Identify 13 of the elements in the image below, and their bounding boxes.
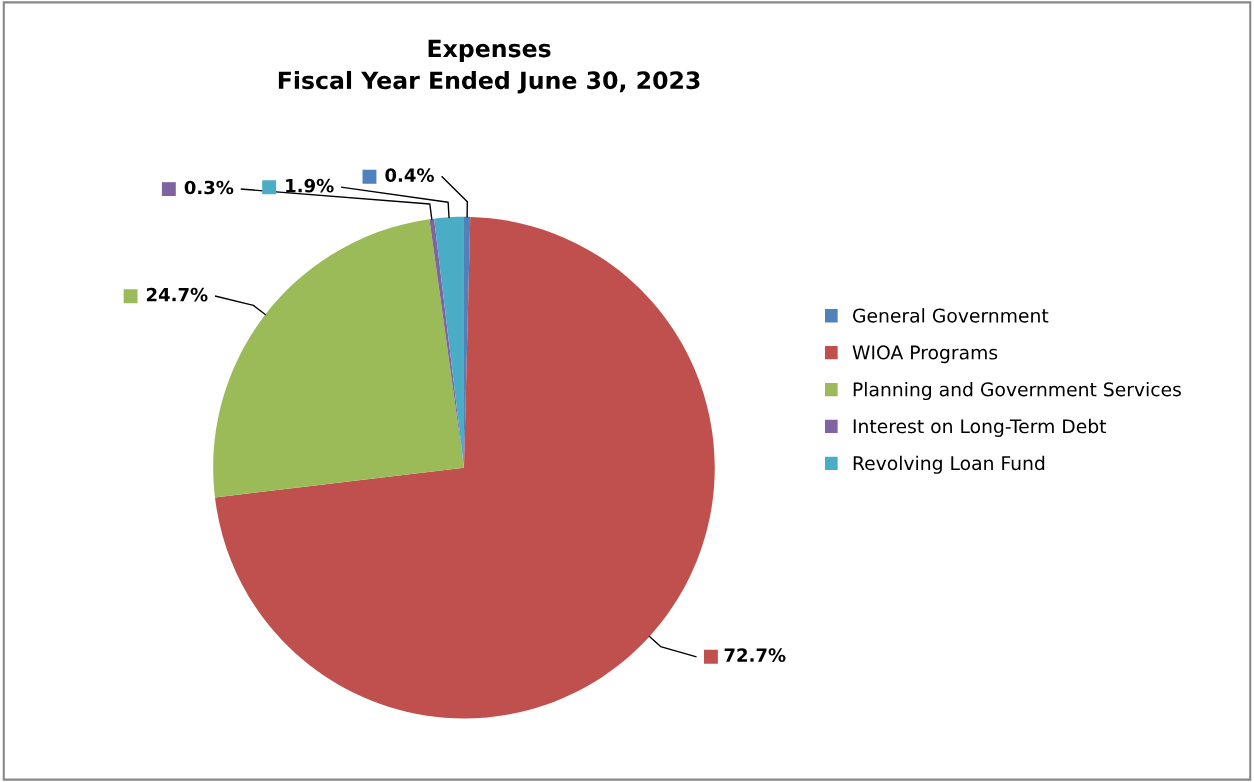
data-label: 72.7% <box>724 648 786 662</box>
data-label: 1.9% <box>286 178 334 193</box>
legend-label: WIOA Programs <box>852 345 998 364</box>
legend-label: Planning and Government Services <box>853 381 1181 401</box>
legend-label: General Government <box>853 308 1049 323</box>
legend-label: Revolving Loan Fund <box>853 455 1045 474</box>
pie-slice <box>214 216 715 719</box>
data-label: 0.3% <box>184 180 234 195</box>
data-label: 0.4% <box>385 168 434 182</box>
pie-slice <box>213 219 464 498</box>
data-label: 24.7% <box>146 287 208 302</box>
legend-label: Interest on Long-Term Debt <box>853 418 1107 437</box>
chart-title: Expenses Fiscal Year Ended June 30, 2023 <box>278 39 700 94</box>
